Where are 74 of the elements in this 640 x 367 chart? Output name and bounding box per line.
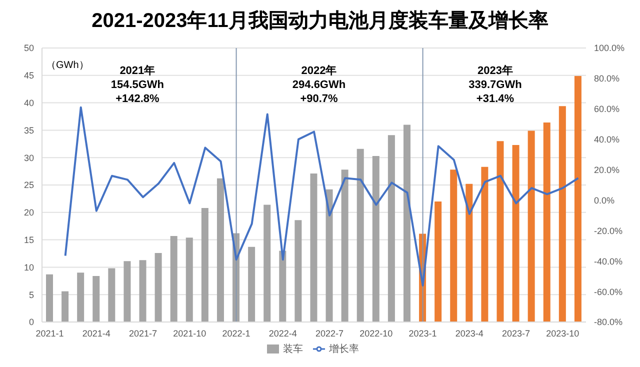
bar <box>466 184 473 322</box>
y-tick-label: 45 <box>24 70 34 81</box>
bar <box>481 166 488 322</box>
bar <box>62 291 69 322</box>
y2-tick-label: 60.0% <box>594 104 620 114</box>
x-tick-label: 2023-7 <box>502 328 530 338</box>
bar <box>558 106 566 322</box>
y-tick-label: 30 <box>24 152 34 163</box>
y-tick-label: 10 <box>24 262 34 272</box>
y-tick-label: 25 <box>24 180 34 190</box>
chart-title: 2021-2023年11月我国动力电池月度装车量及增长率 <box>90 8 550 34</box>
y2-tick-label: 40.0% <box>594 134 620 145</box>
bar <box>201 208 208 322</box>
annotation: 2023年 339.7GWh +31.4% <box>468 64 523 106</box>
legend-label: 装车 <box>283 344 303 355</box>
bar <box>279 250 286 322</box>
y-axis-title: （GWh） <box>46 59 89 72</box>
bar <box>186 238 193 322</box>
bar <box>264 204 271 322</box>
bar <box>46 274 53 322</box>
bar <box>92 276 100 322</box>
y2-tick-label: 20.0% <box>594 164 620 175</box>
y2-tick-label: -40.0% <box>594 256 623 266</box>
bar <box>124 261 131 322</box>
y-tick-label: 35 <box>24 125 34 136</box>
bar <box>310 173 318 322</box>
bar <box>294 220 302 322</box>
y2-tick-label: 0.0% <box>594 195 615 206</box>
bar <box>108 268 116 322</box>
x-tick-label: 2023-1 <box>408 328 437 338</box>
y-tick-label: 20 <box>24 208 34 218</box>
bar <box>388 135 395 322</box>
bar <box>326 189 333 322</box>
x-tick-label: 2023-10 <box>546 328 580 338</box>
y2-tick-label: -80.0% <box>594 317 623 328</box>
x-tick-label: 2021-10 <box>173 328 206 338</box>
y2-tick-label: -20.0% <box>594 226 623 236</box>
bar <box>450 170 458 322</box>
x-tick-label: 2021-1 <box>36 328 64 338</box>
y2-tick-label: -60.0% <box>594 286 623 297</box>
y-tick-label: 5 <box>28 290 34 300</box>
bar <box>170 236 178 322</box>
y-tick-label: 40 <box>24 98 34 108</box>
bar <box>496 141 504 322</box>
bar <box>356 148 364 322</box>
line-series <box>64 106 580 286</box>
x-tick-label: 2022-4 <box>268 328 297 338</box>
y-tick-label: 50 <box>24 43 34 54</box>
y2-tick-label: 100.0% <box>594 43 625 54</box>
x-tick-label: 2021-7 <box>129 328 158 338</box>
x-tick-label: 2021-4 <box>82 328 110 338</box>
annotation: 2022年 294.6GWh +90.7% <box>291 64 347 106</box>
bar <box>341 170 348 322</box>
y-tick-label: 0 <box>28 317 34 328</box>
bar <box>139 260 146 322</box>
bar <box>154 252 162 322</box>
legend-label: 增长率 <box>329 344 359 355</box>
bar <box>543 122 550 322</box>
annotation: 2021年 154.5GWh +142.8% <box>110 65 164 105</box>
bar <box>372 156 380 322</box>
bar <box>528 130 535 322</box>
x-tick-label: 2022-1 <box>222 328 250 338</box>
x-tick-label: 2022-7 <box>316 328 344 338</box>
x-tick-label: 2023-4 <box>455 328 484 338</box>
y-tick-label: 15 <box>24 234 34 245</box>
bar <box>434 201 442 322</box>
bar <box>248 246 256 322</box>
bar <box>216 178 224 322</box>
bar <box>512 144 520 322</box>
x-tick-label: 2022-10 <box>360 328 393 338</box>
y2-tick-label: 80.0% <box>594 74 620 84</box>
bar <box>77 272 84 322</box>
bar <box>403 124 410 322</box>
bar <box>574 76 582 322</box>
